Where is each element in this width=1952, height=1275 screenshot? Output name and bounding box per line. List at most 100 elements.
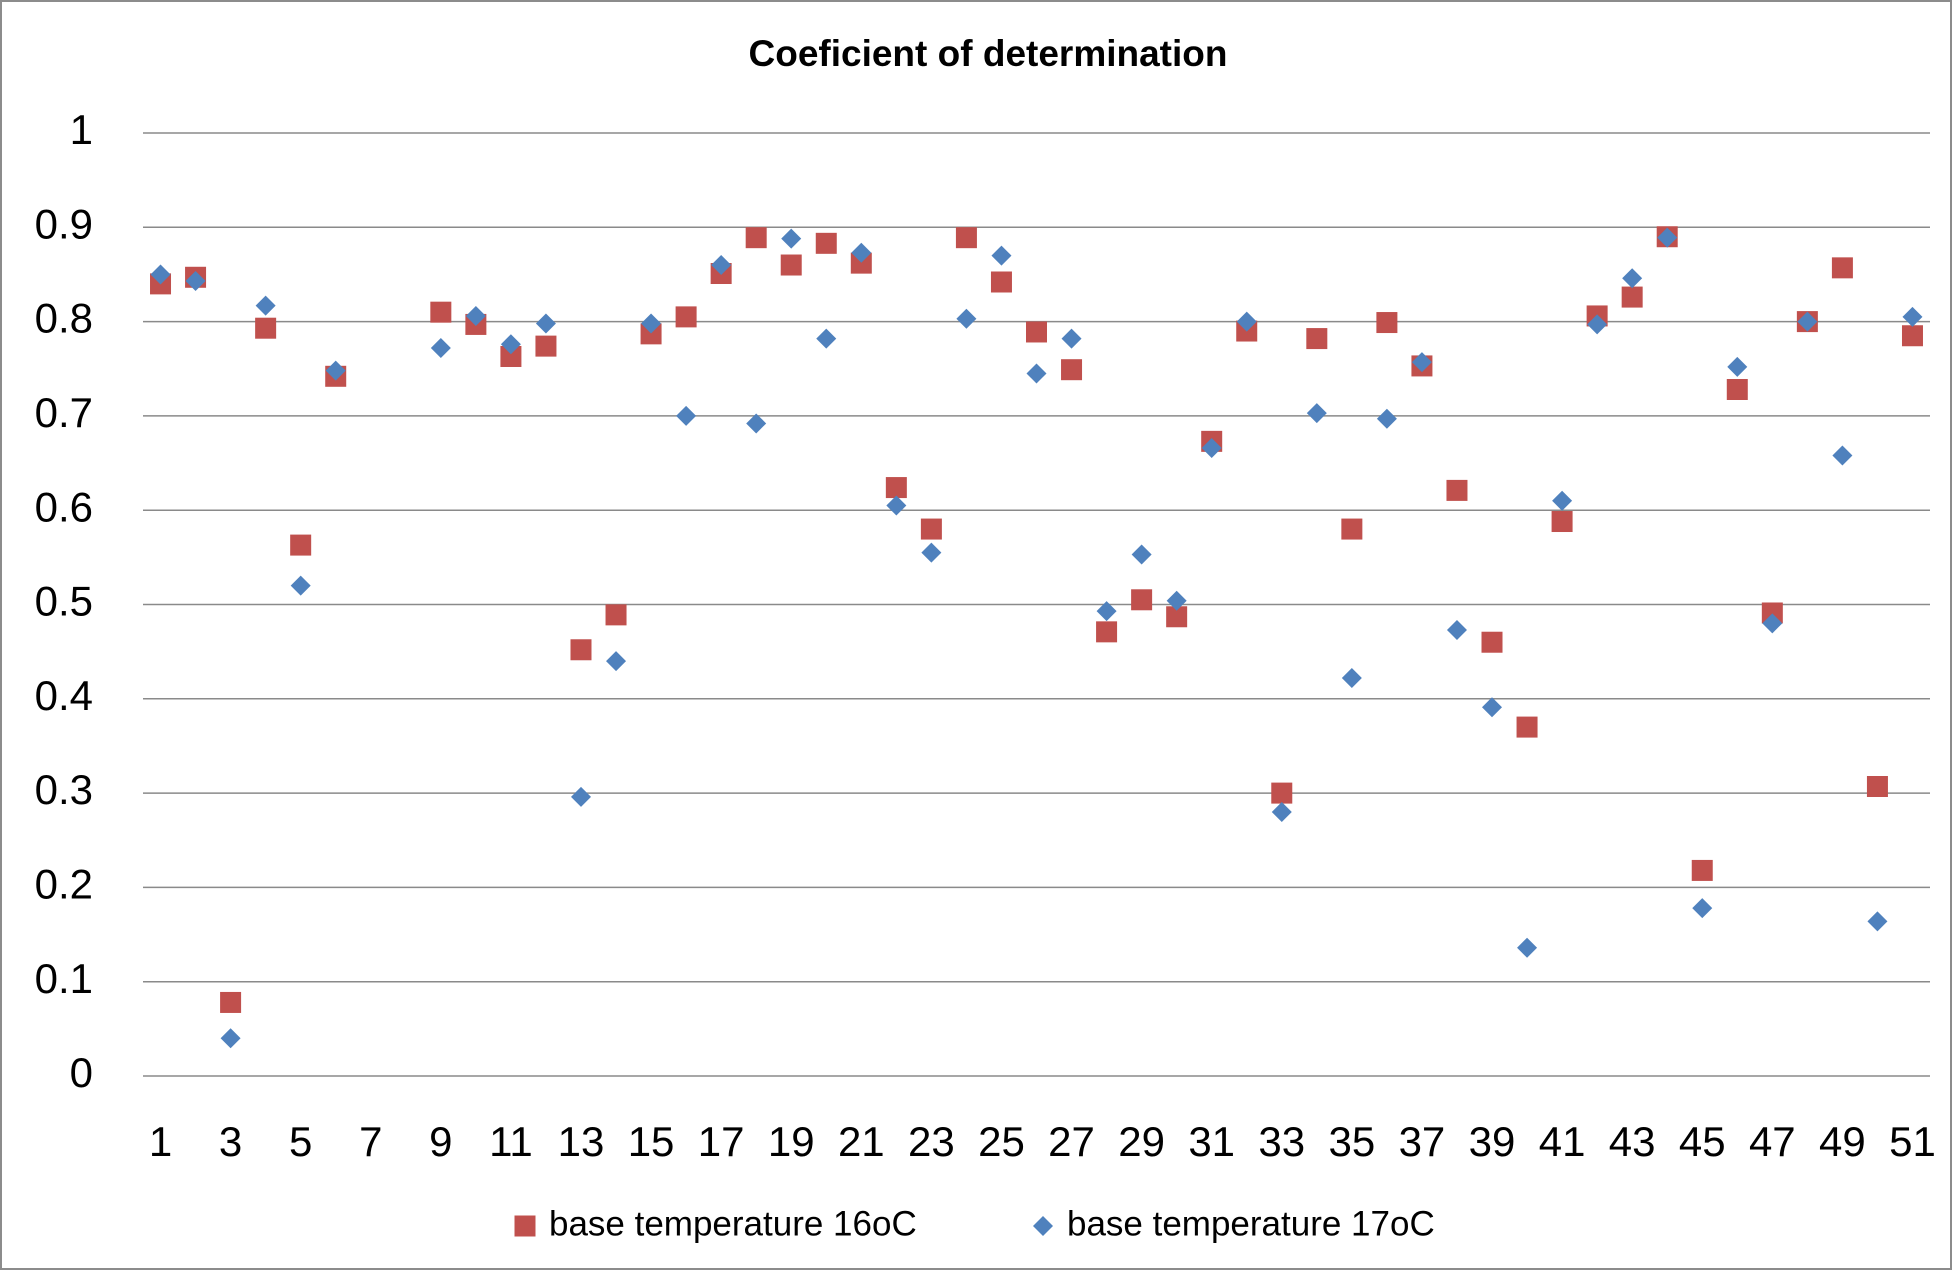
data-point xyxy=(1271,801,1292,822)
data-point xyxy=(1201,437,1222,458)
chart-title: Coeficient of determination xyxy=(749,33,1228,74)
data-point xyxy=(885,477,907,499)
data-point xyxy=(1761,602,1783,624)
data-point xyxy=(1131,589,1153,611)
data-point xyxy=(290,575,311,596)
data-point xyxy=(500,345,522,367)
data-point xyxy=(920,518,942,540)
data-point xyxy=(850,252,872,274)
data-point xyxy=(1061,359,1083,381)
y-tick-label: 0.8 xyxy=(35,295,93,342)
x-tick-label: 15 xyxy=(628,1118,675,1165)
x-tick-label: 49 xyxy=(1819,1118,1866,1165)
y-tick-label: 0.1 xyxy=(35,955,93,1002)
data-point xyxy=(746,413,767,434)
x-tick-label: 47 xyxy=(1749,1118,1796,1165)
data-point xyxy=(1236,311,1257,332)
data-point xyxy=(1587,314,1608,335)
data-point xyxy=(1797,311,1818,332)
x-tick-label: 9 xyxy=(429,1118,452,1165)
x-tick-label: 3 xyxy=(219,1118,242,1165)
x-tick-label: 31 xyxy=(1188,1118,1235,1165)
data-point xyxy=(1551,511,1573,533)
data-point xyxy=(605,604,627,626)
data-point xyxy=(886,495,907,516)
x-tick-label: 5 xyxy=(289,1118,312,1165)
x-tick-label: 27 xyxy=(1048,1118,1095,1165)
data-point xyxy=(570,786,591,807)
data-point xyxy=(1832,445,1853,466)
data-point xyxy=(990,271,1012,293)
data-point xyxy=(1026,321,1047,343)
data-point xyxy=(1061,328,1082,349)
data-point xyxy=(1131,544,1152,565)
data-point xyxy=(1026,363,1047,384)
data-point xyxy=(535,335,557,357)
data-point xyxy=(1271,782,1293,804)
data-point xyxy=(1516,716,1538,738)
data-point xyxy=(1376,408,1397,429)
data-point xyxy=(640,323,662,345)
data-point xyxy=(1621,286,1643,308)
data-point xyxy=(1901,325,1923,347)
data-point xyxy=(1341,668,1362,689)
x-tick-label: 25 xyxy=(978,1118,1025,1165)
data-point xyxy=(1376,312,1398,334)
data-point xyxy=(956,308,977,329)
data-point xyxy=(325,360,346,381)
x-tick-label: 7 xyxy=(359,1118,382,1165)
x-tick-label: 43 xyxy=(1609,1118,1656,1165)
legend-marker xyxy=(514,1215,536,1237)
data-point xyxy=(1552,490,1573,511)
legend-marker xyxy=(1033,1216,1053,1236)
data-point xyxy=(255,317,277,339)
data-point xyxy=(780,254,802,276)
data-point xyxy=(1867,911,1888,932)
data-point xyxy=(220,991,242,1013)
data-point xyxy=(1481,631,1503,653)
data-point xyxy=(745,227,767,249)
data-point xyxy=(1727,356,1748,377)
x-tick-label: 1 xyxy=(149,1118,172,1165)
data-point xyxy=(1096,621,1118,643)
data-point xyxy=(606,651,627,672)
x-tick-label: 17 xyxy=(698,1118,745,1165)
data-point xyxy=(535,313,556,334)
data-point xyxy=(955,227,977,249)
data-point xyxy=(1341,518,1363,540)
data-point xyxy=(290,534,312,556)
x-tick-label: 45 xyxy=(1679,1118,1726,1165)
y-tick-label: 0.9 xyxy=(35,200,93,247)
x-tick-label: 51 xyxy=(1889,1118,1936,1165)
data-point xyxy=(1657,227,1678,248)
data-point xyxy=(1902,306,1923,327)
x-tick-label: 37 xyxy=(1399,1118,1446,1165)
data-point xyxy=(570,639,592,661)
data-point xyxy=(1446,479,1468,501)
data-point xyxy=(465,305,486,326)
data-point xyxy=(851,242,872,263)
data-point xyxy=(1726,378,1748,400)
data-point xyxy=(1306,328,1328,350)
x-tick-label: 21 xyxy=(838,1118,885,1165)
data-point xyxy=(1166,590,1187,611)
x-tick-label: 13 xyxy=(558,1118,605,1165)
legend-label: base temperature 16oC xyxy=(549,1204,917,1243)
x-tick-label: 19 xyxy=(768,1118,815,1165)
data-point xyxy=(1866,775,1888,797)
data-point xyxy=(1482,697,1503,718)
x-tick-label: 29 xyxy=(1118,1118,1165,1165)
y-tick-label: 0.7 xyxy=(35,389,93,436)
x-tick-label: 11 xyxy=(489,1118,533,1165)
data-point xyxy=(991,245,1012,266)
y-tick-label: 1 xyxy=(70,106,93,153)
data-point xyxy=(1692,898,1713,919)
data-point xyxy=(185,271,206,292)
legend-label: base temperature 17oC xyxy=(1067,1204,1435,1243)
data-point xyxy=(1831,257,1853,279)
data-point xyxy=(781,228,802,249)
data-point xyxy=(675,306,697,328)
